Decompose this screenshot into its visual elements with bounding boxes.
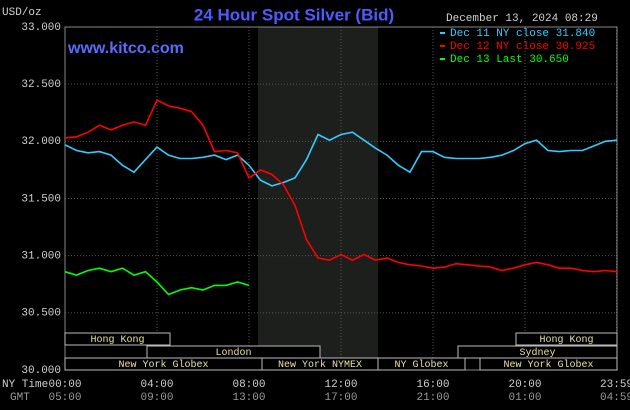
x-tick-label: 00:00 [48, 379, 81, 391]
timestamp: December 13, 2024 08:29 [446, 13, 598, 25]
session-box [377, 357, 466, 371]
session-label: Hong Kong [539, 335, 593, 346]
session-label: Sydney [519, 347, 555, 359]
x-tick-label: 23:59 [600, 379, 630, 391]
x2-tick-label: 09:00 [140, 392, 173, 404]
y-tick-label: 32.500 [21, 79, 61, 91]
y-tick-label: 30.000 [21, 365, 61, 377]
legend-label: Dec 13 Last 30.650 [450, 54, 569, 66]
session-label: NY Globex [394, 359, 448, 371]
x2-tick-label: 21:00 [416, 392, 449, 404]
x2-tick-label: 04:59 [600, 392, 630, 404]
x-tick-label: 20:00 [508, 379, 541, 391]
legend-label: Dec 12 NY close 30.925 [450, 41, 595, 53]
x2-tick-label: 01:00 [508, 392, 541, 404]
x2-axis-label: GMT [10, 392, 30, 404]
x-tick-label: 16:00 [416, 379, 449, 391]
session-label: New York NYMEX [278, 359, 362, 371]
x-tick-label: 12:00 [324, 379, 357, 391]
x-tick-label: 08:00 [232, 379, 265, 391]
series-line [64, 267, 250, 296]
y-tick-label: 30.500 [21, 308, 61, 320]
series-line [64, 99, 618, 273]
session-label: New York Globex [503, 359, 593, 371]
x2-tick-label: 17:00 [324, 392, 357, 404]
y-tick-label: 31.500 [21, 193, 61, 205]
session-box [515, 332, 618, 346]
source: www.kitco.com [67, 40, 184, 57]
session-label: Hong Kong [90, 335, 144, 346]
y-tick-label: 32.000 [21, 136, 61, 148]
x2-tick-label: 13:00 [232, 392, 265, 404]
y-tick-label: 31.000 [21, 251, 61, 263]
y-tick-label: 33.000 [21, 22, 61, 34]
x2-tick-label: 05:00 [48, 392, 81, 404]
session-label: London [215, 347, 251, 359]
session-box [479, 357, 618, 371]
chart-title: 24 Hour Spot Silver (Bid) [194, 5, 394, 24]
x-tick-label: 04:00 [140, 379, 173, 391]
series-line [64, 131, 618, 187]
legend-label: Dec 11 NY close 31.840 [450, 28, 595, 40]
y-unit: USD/oz [2, 7, 42, 19]
x-axis-label: NY Time [2, 379, 48, 391]
session-box [64, 332, 171, 346]
session-label: New York Globex [118, 359, 208, 371]
